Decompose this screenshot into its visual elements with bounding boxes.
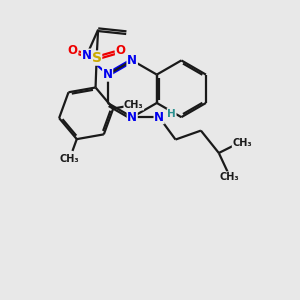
Text: H: H <box>167 109 176 118</box>
Text: N: N <box>127 111 137 124</box>
Text: S: S <box>92 51 102 65</box>
Text: CH₃: CH₃ <box>124 100 144 110</box>
Text: N: N <box>127 54 137 67</box>
Text: O: O <box>68 44 78 57</box>
Text: O: O <box>116 44 125 57</box>
Text: N: N <box>82 49 92 62</box>
Text: N: N <box>103 68 113 81</box>
Text: N: N <box>127 54 137 67</box>
Text: CH₃: CH₃ <box>60 154 80 164</box>
Text: CH₃: CH₃ <box>232 137 252 148</box>
Text: N: N <box>154 111 164 124</box>
Text: CH₃: CH₃ <box>220 172 239 182</box>
